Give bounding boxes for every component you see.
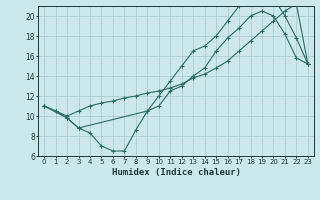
X-axis label: Humidex (Indice chaleur): Humidex (Indice chaleur) [111, 168, 241, 177]
